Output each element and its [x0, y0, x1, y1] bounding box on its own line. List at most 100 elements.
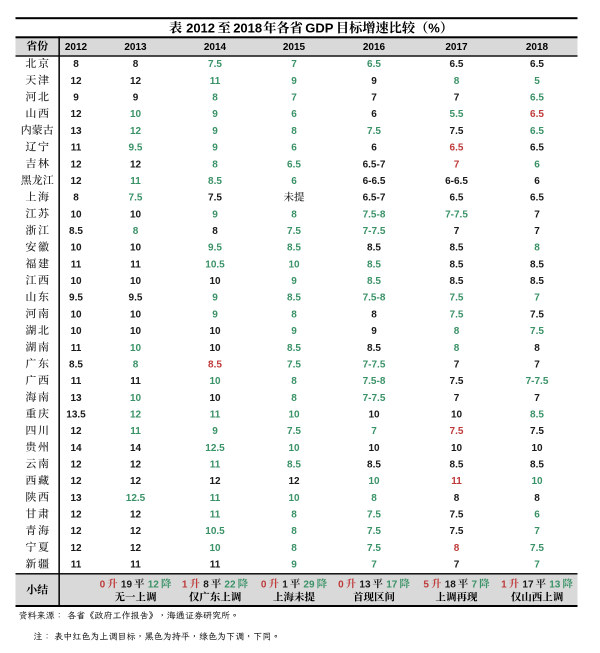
svg-text:8.5: 8.5 [287, 293, 301, 304]
svg-text:8.5: 8.5 [367, 343, 381, 354]
svg-text:8: 8 [291, 126, 297, 137]
svg-text:0: 0 [261, 579, 267, 590]
svg-text:9.5: 9.5 [129, 143, 143, 154]
svg-text:10: 10 [70, 209, 82, 220]
svg-text:5: 5 [423, 579, 429, 590]
svg-text:7.5: 7.5 [287, 426, 301, 437]
svg-text:8.5: 8.5 [530, 460, 544, 471]
svg-text:7-7.5: 7-7.5 [445, 209, 468, 220]
svg-text:6.5-7: 6.5-7 [363, 159, 386, 170]
svg-text:10: 10 [130, 393, 142, 404]
svg-text:7.5: 7.5 [367, 526, 381, 537]
svg-text:9.5: 9.5 [208, 243, 222, 254]
svg-text:6: 6 [534, 176, 540, 187]
svg-text:0: 0 [100, 579, 106, 590]
svg-text:10: 10 [130, 276, 142, 287]
svg-text:7.5: 7.5 [208, 193, 222, 204]
svg-text:10: 10 [209, 376, 221, 387]
svg-text:12: 12 [70, 109, 82, 120]
svg-text:12: 12 [130, 476, 142, 487]
svg-text:10: 10 [130, 109, 142, 120]
svg-text:7: 7 [534, 293, 540, 304]
svg-text:8: 8 [203, 579, 209, 590]
svg-text:8: 8 [454, 493, 460, 504]
svg-text:6.5: 6.5 [530, 143, 544, 154]
svg-text:6: 6 [291, 109, 297, 120]
svg-text:9.5: 9.5 [129, 293, 143, 304]
svg-text:9: 9 [371, 76, 377, 87]
svg-text:8: 8 [454, 343, 460, 354]
svg-text:7.5-8: 7.5-8 [363, 293, 386, 304]
svg-text:6: 6 [371, 109, 377, 120]
svg-text:6.5: 6.5 [530, 59, 544, 70]
svg-text:8: 8 [291, 376, 297, 387]
svg-text:10: 10 [288, 493, 300, 504]
svg-text:11: 11 [71, 343, 82, 354]
svg-text:7: 7 [454, 159, 460, 170]
svg-text:7: 7 [534, 209, 540, 220]
svg-text:6: 6 [534, 159, 540, 170]
svg-text:6.5: 6.5 [450, 143, 464, 154]
svg-text:12: 12 [130, 543, 142, 554]
svg-text:10: 10 [130, 343, 142, 354]
svg-text:19: 19 [121, 579, 133, 590]
svg-text:11: 11 [210, 460, 221, 471]
svg-text:2018: 2018 [526, 42, 549, 53]
svg-text:12: 12 [130, 159, 142, 170]
svg-text:8.5: 8.5 [367, 243, 381, 254]
svg-text:9: 9 [212, 143, 218, 154]
svg-text:6.5: 6.5 [530, 126, 544, 137]
svg-text:6-6.5: 6-6.5 [445, 176, 468, 187]
svg-text:8.5: 8.5 [530, 259, 544, 270]
svg-text:9: 9 [291, 276, 297, 287]
svg-text:13.5: 13.5 [66, 410, 86, 421]
svg-text:10: 10 [368, 410, 380, 421]
svg-text:8: 8 [133, 359, 139, 370]
svg-text:13: 13 [70, 393, 82, 404]
svg-text:7: 7 [291, 59, 297, 70]
svg-text:8.5: 8.5 [450, 259, 464, 270]
svg-text:7: 7 [371, 93, 377, 104]
svg-text:10: 10 [130, 326, 142, 337]
svg-text:7: 7 [371, 426, 377, 437]
svg-text:10: 10 [368, 476, 380, 487]
svg-text:11: 11 [71, 560, 82, 571]
svg-text:8: 8 [291, 393, 297, 404]
svg-text:8.5: 8.5 [367, 259, 381, 270]
svg-text:12.5: 12.5 [205, 443, 225, 454]
svg-text:11: 11 [130, 560, 141, 571]
svg-text:8: 8 [212, 159, 218, 170]
svg-text:13: 13 [359, 579, 371, 590]
svg-text:6.5: 6.5 [287, 159, 301, 170]
svg-text:10: 10 [70, 243, 82, 254]
svg-text:7: 7 [371, 560, 377, 571]
svg-text:29: 29 [303, 579, 315, 590]
svg-text:7: 7 [454, 560, 460, 571]
svg-text:12: 12 [288, 476, 300, 487]
svg-text:7.5: 7.5 [367, 126, 381, 137]
svg-text:12: 12 [70, 526, 82, 537]
svg-text:8: 8 [212, 93, 218, 104]
svg-text:8.5: 8.5 [530, 410, 544, 421]
svg-text:11: 11 [71, 376, 82, 387]
svg-text:10: 10 [130, 209, 142, 220]
svg-text:12: 12 [209, 476, 221, 487]
svg-text:9: 9 [291, 560, 297, 571]
svg-text:7: 7 [454, 359, 460, 370]
svg-text:2017: 2017 [445, 42, 468, 53]
svg-text:7.5: 7.5 [208, 59, 222, 70]
svg-text:9: 9 [291, 326, 297, 337]
svg-text:11: 11 [210, 510, 221, 521]
svg-text:10: 10 [288, 259, 300, 270]
svg-text:9: 9 [212, 126, 218, 137]
svg-text:18: 18 [445, 579, 457, 590]
svg-text:1: 1 [501, 579, 507, 590]
svg-text:10: 10 [531, 476, 543, 487]
svg-text:7: 7 [291, 93, 297, 104]
svg-text:10: 10 [70, 309, 82, 320]
svg-text:7.5-8: 7.5-8 [363, 209, 386, 220]
svg-text:7.5: 7.5 [287, 226, 301, 237]
svg-text:8: 8 [73, 59, 79, 70]
svg-text:7: 7 [534, 393, 540, 404]
svg-text:7: 7 [454, 393, 460, 404]
